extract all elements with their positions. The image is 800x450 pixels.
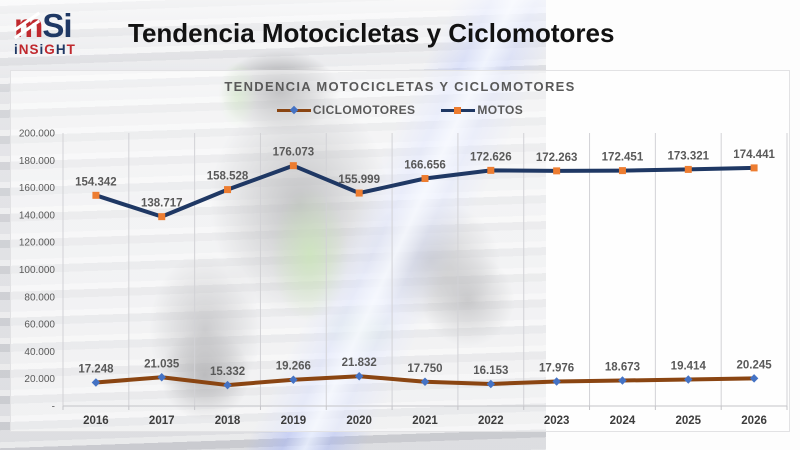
y-axis-tick-label: 120.000	[19, 238, 56, 249]
data-point-label: 172.626	[470, 151, 512, 163]
data-point-marker	[684, 165, 692, 173]
x-axis-year-label: 2017	[149, 415, 175, 427]
data-point-label: 17.976	[539, 362, 574, 374]
data-point-marker	[684, 375, 693, 384]
data-point-marker	[92, 191, 100, 199]
logo-subtitle-letter: N	[18, 42, 30, 58]
data-point-label: 172.451	[602, 152, 644, 164]
line-chart-plot: 200.000 180.000 160.000 140.000 120.000 100.0…	[19, 129, 788, 427]
data-point-label: 154.342	[75, 176, 117, 188]
data-point-marker	[421, 175, 429, 183]
logo-subtitle-letter: T	[66, 42, 76, 58]
data-point-label: 173.321	[667, 150, 709, 162]
data-point-marker	[553, 167, 561, 175]
logo-subtitle-letter: i	[14, 42, 19, 58]
data-point-label: 174.441	[733, 149, 775, 161]
y-axis-tick-label: 40.000	[24, 347, 55, 358]
data-point-label: 21.832	[342, 357, 377, 369]
data-point-label: 155.999	[338, 174, 380, 186]
chart-panel: TENDENCIA MOTOCICLETAS Y CICLOMOTORES CI…	[10, 70, 790, 432]
data-point-label: 17.750	[407, 363, 442, 375]
data-point-label: 15.332	[210, 366, 245, 378]
data-point-marker	[354, 371, 364, 381]
data-point-marker	[289, 375, 298, 384]
data-point-marker	[750, 164, 758, 172]
data-point-label: 166.656	[404, 160, 446, 172]
y-axis-tick-label: 80.000	[24, 292, 55, 303]
logo-subtitle-letter: i	[39, 42, 45, 58]
data-point-label: 19.414	[671, 360, 707, 372]
diamond-marker-icon	[289, 105, 299, 115]
x-axis-year-label: 2022	[478, 415, 504, 427]
data-point-label: 172.263	[536, 152, 578, 164]
x-axis-year-label: 2025	[675, 415, 701, 427]
legend-label-ciclomotores: CICLOMOTORES	[312, 103, 416, 117]
logo-wordmark: mSi	[13, 7, 114, 45]
data-point-marker	[224, 186, 232, 194]
y-axis-tick-label: 180.000	[19, 156, 56, 167]
data-point-label: 176.073	[273, 147, 315, 159]
data-point-marker	[552, 377, 561, 386]
x-axis-year-label: 2018	[215, 415, 241, 427]
data-point-marker	[157, 373, 166, 382]
data-point-marker	[289, 162, 297, 170]
y-axis-tick-label: 20.000	[24, 374, 55, 385]
data-point-marker	[486, 379, 496, 389]
data-point-marker	[420, 377, 430, 387]
chart-title: TENDENCIA MOTOCICLETAS Y CICLOMOTORES	[224, 79, 576, 94]
y-axis-tick-label: 160.000	[19, 183, 56, 194]
data-point-marker	[91, 378, 101, 387]
motos-line-square-marker-icon	[441, 106, 476, 115]
legend-item-ciclomotores: CICLOMOTORES	[276, 103, 416, 117]
ciclomotores-line-diamond-marker-icon	[276, 105, 311, 115]
data-point-label: 17.248	[78, 363, 114, 375]
data-point-marker	[223, 380, 232, 390]
legend-label-motos: MOTOS	[477, 103, 524, 117]
data-point-marker	[749, 374, 759, 383]
logo-subtitle: iNSiGHT	[14, 43, 114, 57]
page-header: mSi iNSiGHT Tendencia Motocicletas y Cic…	[0, 0, 800, 66]
data-point-marker	[158, 213, 166, 221]
y-axis-tick-label: 100.000	[19, 265, 56, 276]
data-point-label: 16.153	[473, 365, 508, 377]
chart-legend: CICLOMOTORES MOTOS	[11, 103, 789, 117]
logo-letters-si: Si	[42, 7, 72, 45]
x-axis-year-label: 2026	[741, 415, 767, 427]
logo-subtitle-letter: G	[44, 42, 56, 58]
msi-insight-logo: mSi iNSiGHT	[13, 7, 114, 57]
x-axis-year-label: 2021	[412, 415, 438, 427]
data-point-label: 138.717	[141, 198, 183, 210]
x-axis-year-label: 2019	[281, 415, 307, 427]
page-title: Tendencia Motocicletas y Ciclomotores	[128, 17, 615, 48]
data-point-marker	[618, 376, 627, 385]
logo-subtitle-letter: S	[29, 42, 40, 58]
data-point-marker	[487, 166, 495, 174]
y-axis-tick-label: 200.000	[19, 129, 56, 140]
logo-letter-m: m	[14, 7, 43, 45]
x-axis-year-label: 2023	[544, 415, 570, 427]
data-point-label: 21.035	[144, 358, 180, 370]
data-point-label: 18.673	[605, 362, 640, 374]
data-point-marker	[355, 189, 363, 197]
legend-item-motos: MOTOS	[441, 103, 523, 117]
y-axis-tick-label: -	[52, 402, 55, 413]
x-axis-year-label: 2016	[83, 415, 109, 427]
x-axis-year-label: 2020	[346, 415, 372, 427]
data-point-label: 20.245	[736, 359, 772, 371]
data-point-label: 158.528	[207, 171, 249, 183]
logo-subtitle-letter: H	[55, 42, 67, 58]
data-point-marker	[618, 167, 626, 175]
square-marker-icon	[454, 106, 462, 114]
data-point-label: 19.266	[276, 361, 311, 373]
x-axis-year-label: 2024	[610, 415, 636, 427]
y-axis-tick-label: 140.000	[19, 210, 56, 221]
y-axis-tick-label: 60.000	[24, 320, 55, 331]
